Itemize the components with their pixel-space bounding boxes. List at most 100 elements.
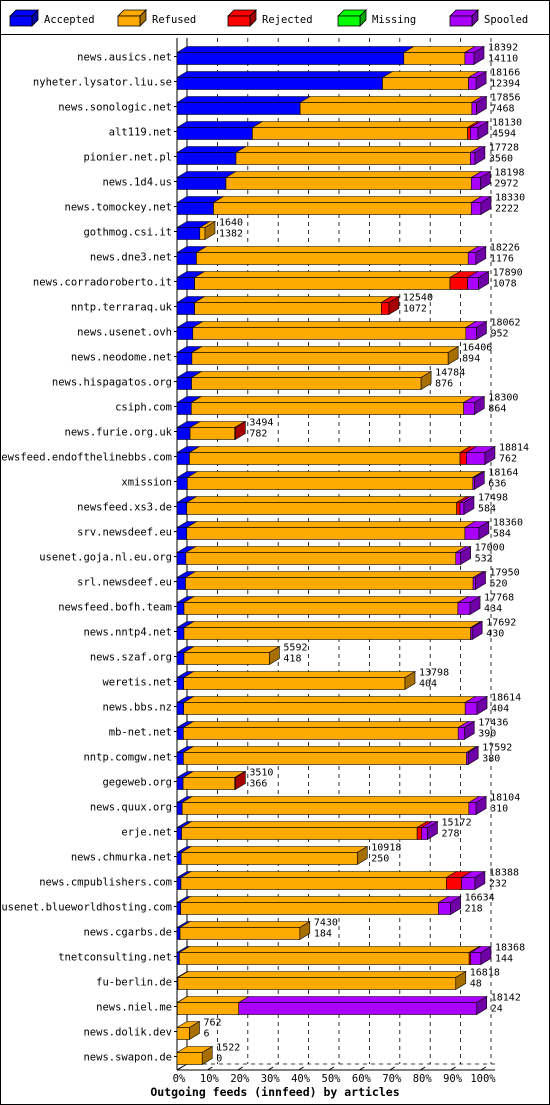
bar-segment-spooled (470, 952, 482, 965)
bar-segment-accepted (176, 502, 188, 515)
row-accepted: 430 (486, 629, 504, 640)
row-accepted: 24 (491, 1004, 503, 1015)
bar-segment-top-refused (193, 296, 393, 303)
x-tick (450, 1066, 456, 1071)
row-label: news.dne3.net (90, 252, 172, 264)
bar-segment-side-spooled (477, 120, 489, 141)
legend-swatch-missing (337, 15, 361, 27)
bar-segment-side-refused (404, 670, 416, 691)
row-label: alt119.net (109, 127, 172, 139)
bar-segment-top-refused (182, 621, 482, 628)
bar-segment-top-refused (190, 346, 460, 353)
bar-segment-refused (186, 527, 466, 540)
x-tick (359, 1066, 365, 1071)
bar-segment-side-refused (447, 345, 459, 366)
row-total: 1522 (216, 1043, 240, 1054)
row-label: mb-net.net (109, 727, 172, 739)
bar-segment-refused (185, 577, 474, 590)
row-accepted: 14110 (488, 54, 518, 65)
bar-segment-accepted (176, 227, 201, 240)
bar-segment-top-refused (190, 371, 433, 378)
bar-segment-side-spooled (478, 520, 490, 541)
row-total: 16818 (470, 968, 500, 979)
x-tick-label: 70% (382, 1073, 402, 1085)
bar-segment-spooled (468, 77, 477, 90)
row-total: 18104 (490, 793, 520, 804)
row-accepted: 584 (493, 529, 511, 540)
x-tick-label: 20% (230, 1073, 250, 1085)
row-total: 18198 (494, 168, 524, 179)
row-accepted: 894 (462, 354, 480, 365)
bar-segment-spooled (457, 727, 465, 740)
bar-segment-side-spooled (427, 820, 438, 841)
bar-segment-rejected (467, 127, 471, 140)
bar-segment-top-refused (182, 646, 281, 653)
row-accepted: 278 (441, 829, 459, 840)
row-label: srl.newsdeef.eu (77, 577, 172, 589)
bar-segment-top-refused (381, 71, 480, 78)
row-accepted: 434 (484, 604, 502, 615)
row-accepted: 250 (371, 854, 389, 865)
bar-segment-accepted (176, 202, 214, 215)
bar-segment-refused (194, 302, 382, 315)
bar-segment-spooled (470, 127, 479, 140)
legend-swatch-refused (117, 15, 141, 27)
bar-segment-accepted (176, 677, 184, 690)
bar-segment-spooled (461, 877, 476, 890)
bar-segment-top-accepted (175, 146, 248, 153)
row-accepted: 782 (249, 429, 267, 440)
row-label: weretis.net (102, 677, 172, 689)
bar-segment-spooled (464, 527, 480, 540)
row-accepted: 4594 (492, 129, 516, 140)
plot-area: 0% 10% 20% 30% 40% 50% 60% 70% 80% 90% 100% news.au… (0, 38, 529, 1085)
row-label: news.szaf.org (90, 652, 172, 664)
row-accepted: 0 (216, 1054, 222, 1065)
bar-segment-accepted (176, 252, 197, 265)
bar-segment-accepted (176, 802, 183, 815)
bar-segment-rejected (459, 452, 467, 465)
bar-segment-rejected (446, 877, 462, 890)
row-label: news.quux.org (90, 802, 172, 814)
row-accepted: 310 (490, 804, 508, 815)
x-tick-label: 40% (291, 1073, 311, 1085)
row-total: 17692 (486, 618, 516, 629)
x-axis-label: Outgoing feeds (innfeed) by articles (150, 1085, 399, 1099)
row-accepted: 404 (491, 704, 509, 715)
bar-segment-side-refused (420, 370, 432, 391)
row-accepted: 952 (490, 329, 508, 340)
row-label: news.ausics.net (77, 52, 172, 64)
bar-segment-top-spooled (237, 996, 488, 1003)
row-label: nyheter.lysator.liu.se (33, 77, 172, 89)
row-label: news.bbs.nz (102, 702, 172, 714)
row-accepted: 390 (478, 729, 496, 740)
x-tick-label: 0% (173, 1073, 186, 1085)
row-accepted: 1176 (490, 254, 514, 265)
bar-segment-refused (186, 502, 457, 515)
bar-segment-top-accepted (175, 96, 312, 103)
bar-segment-spooled (421, 827, 428, 840)
row-label: news.tomockey.net (65, 202, 172, 214)
bar-segment-accepted (176, 477, 188, 490)
bar-segment-side-spooled (478, 270, 489, 291)
bar-segment-accepted (176, 102, 301, 115)
bar-segment-refused (191, 352, 449, 365)
bar-segment-top-refused (402, 46, 476, 53)
row-total: 17592 (482, 743, 512, 754)
bar-segment-refused (179, 927, 301, 940)
bar-segment-spooled (455, 552, 461, 565)
bar-segment-side-refused (356, 845, 368, 866)
bar-segment-top-accepted (175, 71, 394, 78)
bar-segment-spooled (470, 152, 476, 165)
bar-segment-refused (191, 377, 422, 390)
bar-segment-side-refused (269, 645, 280, 666)
bar-segment-spooled (465, 327, 477, 340)
